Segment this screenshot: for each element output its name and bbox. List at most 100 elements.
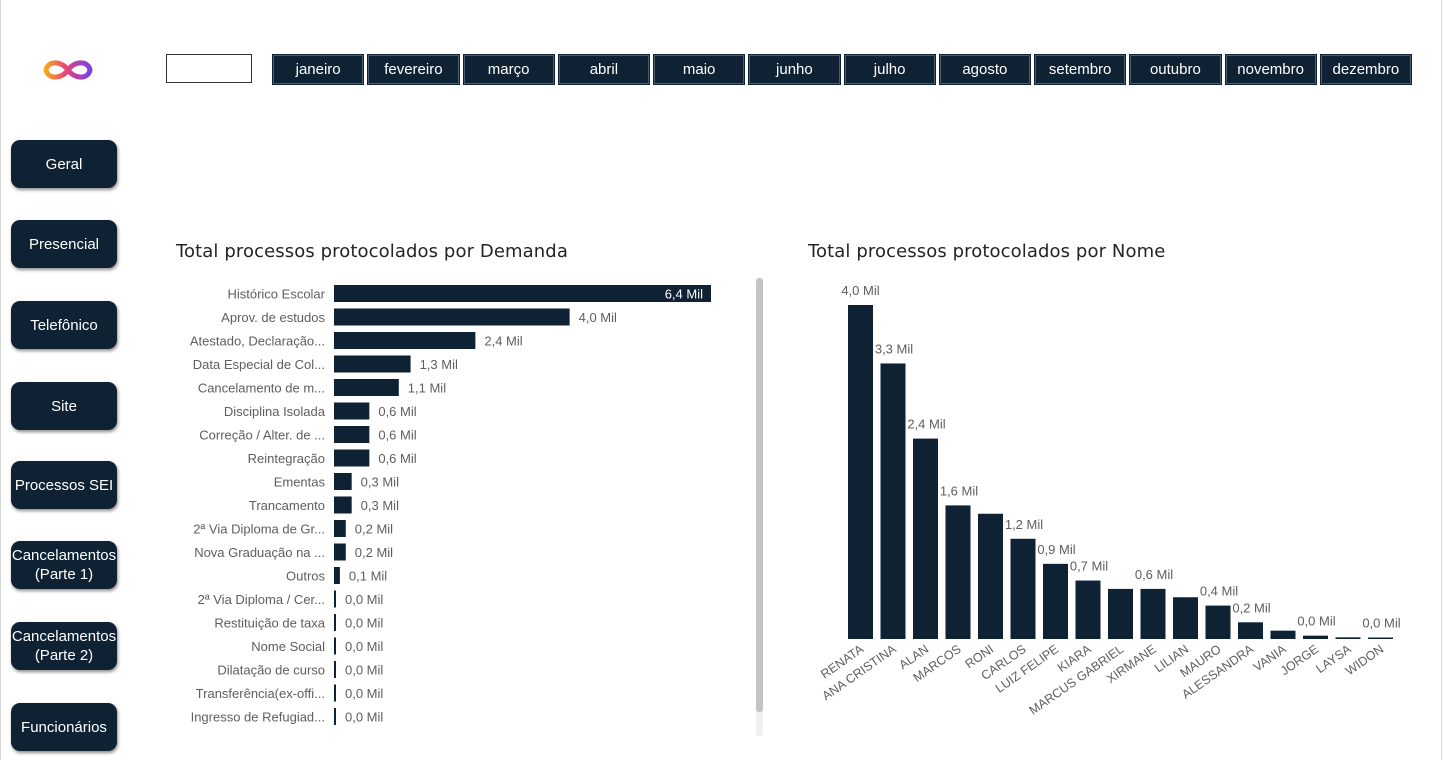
nome-bar[interactable] <box>1108 588 1133 639</box>
nav-button-4[interactable]: Processos SEI <box>11 461 117 509</box>
demanda-category-label: Data Especial de Col... <box>193 357 325 372</box>
demanda-category-label: Trancamento <box>249 498 325 513</box>
nome-bar[interactable] <box>945 505 971 639</box>
demanda-value-label: 0,0 Mil <box>345 710 383 725</box>
month-button-10[interactable]: novembro <box>1224 54 1317 85</box>
nome-bar[interactable] <box>848 305 873 639</box>
demanda-category-label: Outros <box>286 569 326 584</box>
infinity-logo-icon <box>43 60 93 80</box>
nome-bar[interactable] <box>1173 597 1198 639</box>
nome-value-label: 0,4 Mil <box>1200 584 1238 599</box>
demanda-bar[interactable] <box>334 285 711 302</box>
month-button-7[interactable]: agosto <box>938 54 1031 85</box>
nome-bar[interactable] <box>1238 622 1263 639</box>
nome-bar[interactable] <box>913 438 938 639</box>
demanda-category-label: Cancelamento de m... <box>198 381 325 396</box>
month-button-5[interactable]: junho <box>748 54 841 85</box>
nav-button-label: Cancelamentos (Parte 2) <box>11 628 117 664</box>
nav-button-2[interactable]: Telefônico <box>11 301 117 349</box>
nome-bar[interactable] <box>1335 637 1361 639</box>
demanda-value-label: 2,4 Mil <box>484 334 522 349</box>
nav-button-1[interactable]: Presencial <box>11 220 117 268</box>
demanda-value-label: 0,3 Mil <box>361 475 399 490</box>
left-edge-border <box>0 0 1 760</box>
nome-bar[interactable] <box>978 513 1003 639</box>
demanda-bar[interactable] <box>334 590 336 608</box>
nome-value-label: 0,0 Mil <box>1297 614 1335 629</box>
nome-value-label: 2,4 Mil <box>907 417 945 432</box>
nav-button-label: Presencial <box>28 235 100 253</box>
demanda-category-label: Ingresso de Refugiad... <box>191 710 325 725</box>
demanda-value-label: 0,6 Mil <box>378 428 416 443</box>
month-button-9[interactable]: outubro <box>1129 54 1222 85</box>
nav-button-3[interactable]: Site <box>11 382 117 430</box>
demanda-bar[interactable] <box>334 402 370 420</box>
demanda-category-label: Transferência(ex-offi... <box>196 686 325 701</box>
demanda-bar[interactable] <box>334 637 336 655</box>
demanda-value-label: 0,1 Mil <box>349 569 387 584</box>
demanda-bar[interactable] <box>334 473 352 490</box>
nome-bar[interactable] <box>1205 605 1231 639</box>
demanda-bar[interactable] <box>334 426 370 443</box>
nav-button-5[interactable]: Cancelamentos (Parte 1) <box>11 541 117 589</box>
demanda-chart-scrollbar[interactable] <box>756 278 763 736</box>
demanda-category-label: Histórico Escolar <box>227 287 325 302</box>
nome-bar[interactable] <box>880 363 906 639</box>
nome-bar[interactable] <box>1010 538 1036 639</box>
month-button-0[interactable]: janeiro <box>272 54 365 85</box>
demanda-value-label: 0,2 Mil <box>355 545 393 560</box>
nome-bar[interactable] <box>1043 563 1068 639</box>
demanda-value-label: 0,0 Mil <box>345 663 383 678</box>
month-button-2[interactable]: março <box>462 54 555 85</box>
nav-button-0[interactable]: Geral <box>11 140 117 188</box>
demanda-bar[interactable] <box>334 567 340 584</box>
nome-bar[interactable] <box>1140 588 1166 639</box>
month-button-3[interactable]: abril <box>557 54 650 85</box>
demanda-bar[interactable] <box>334 379 399 396</box>
nav-button-6[interactable]: Cancelamentos (Parte 2) <box>11 622 117 670</box>
demanda-bar[interactable] <box>334 520 346 537</box>
nav-button-label: Geral <box>45 155 83 173</box>
month-button-4[interactable]: maio <box>653 54 746 85</box>
nav-button-label: Funcionários <box>21 718 107 736</box>
demanda-category-label: Atestado, Declaração... <box>190 334 325 349</box>
demanda-bar[interactable] <box>334 543 346 561</box>
demanda-bar[interactable] <box>334 308 570 326</box>
demanda-category-label: Ementas <box>274 475 326 490</box>
demanda-category-label: Dilatação de curso <box>217 663 325 678</box>
demanda-value-label: 0,0 Mil <box>345 592 383 607</box>
nome-chart-title: Total processos protocolados por Nome <box>808 241 1166 262</box>
nome-bar[interactable] <box>1303 635 1328 639</box>
month-button-6[interactable]: julho <box>843 54 936 85</box>
nome-value-label: 1,2 Mil <box>1005 517 1043 532</box>
scrollbar-thumb[interactable] <box>756 278 763 712</box>
nome-value-label: 0,0 Mil <box>1362 616 1400 631</box>
nav-button-7[interactable]: Funcionários <box>11 703 117 751</box>
nome-value-label: 0,7 Mil <box>1070 559 1108 574</box>
demanda-category-label: Restituição de taxa <box>214 616 325 631</box>
month-button-1[interactable]: fevereiro <box>367 54 460 85</box>
demanda-bar[interactable] <box>334 332 476 349</box>
nome-bar[interactable] <box>1075 580 1101 639</box>
demanda-bar[interactable] <box>334 661 336 678</box>
demanda-bar[interactable] <box>334 684 336 702</box>
nav-button-label: Site <box>51 397 77 415</box>
nome-value-label: 4,0 Mil <box>841 283 879 298</box>
nome-bar[interactable] <box>1368 637 1393 640</box>
nome-value-label: 0,9 Mil <box>1037 542 1075 557</box>
demanda-bar[interactable] <box>334 355 411 373</box>
demanda-bar[interactable] <box>334 449 370 467</box>
demanda-category-label: Correção / Alter. de ... <box>199 428 325 443</box>
demanda-bar[interactable] <box>334 614 336 631</box>
demanda-bar[interactable] <box>334 496 352 514</box>
demanda-bar[interactable] <box>334 708 336 725</box>
right-edge-border <box>1441 0 1442 760</box>
demanda-value-label: 6,4 Mil <box>665 287 703 302</box>
nome-value-label: 1,6 Mil <box>940 483 978 498</box>
month-button-11[interactable]: dezembro <box>1319 54 1412 85</box>
date-filter-input[interactable] <box>166 54 252 83</box>
month-button-8[interactable]: setembro <box>1034 54 1127 85</box>
nome-bar[interactable] <box>1270 630 1296 639</box>
demanda-category-label: 2ª Via Diploma de Gr... <box>193 522 325 537</box>
